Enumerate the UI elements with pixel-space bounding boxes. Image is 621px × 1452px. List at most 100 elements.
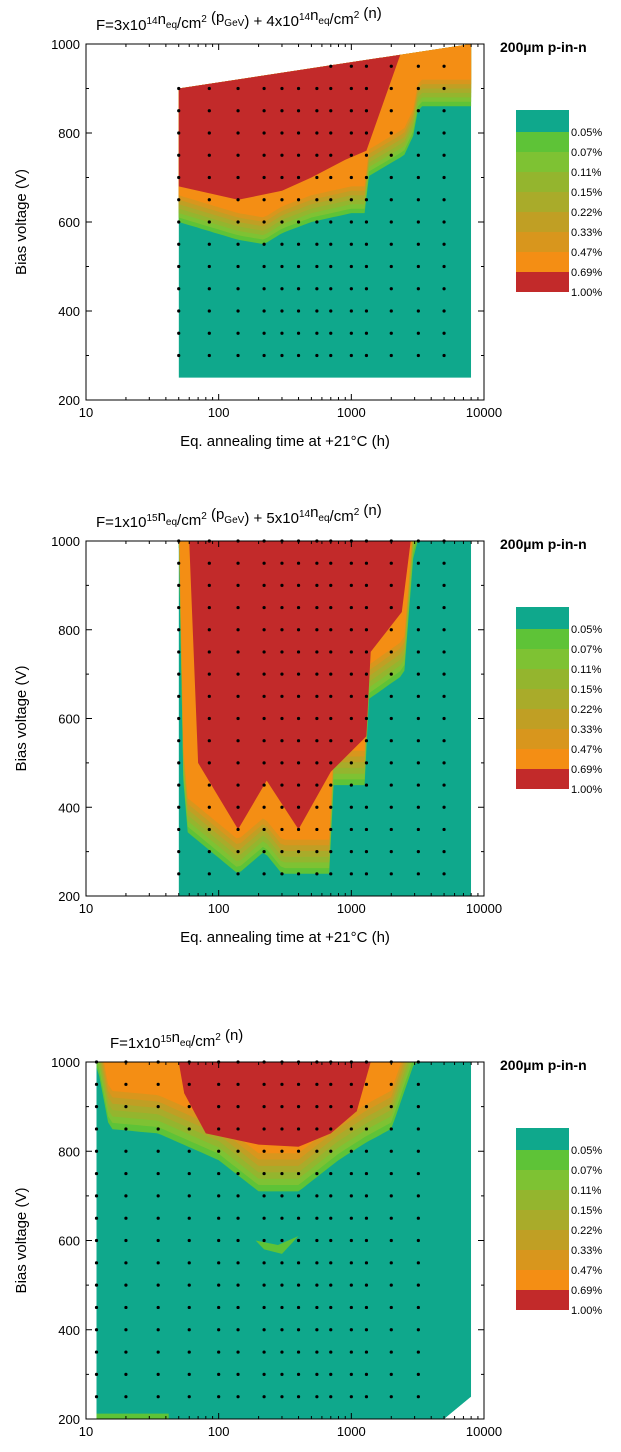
measurement-point bbox=[297, 717, 300, 720]
measurement-point bbox=[350, 1194, 353, 1197]
measurement-point bbox=[262, 154, 265, 157]
measurement-point bbox=[124, 1194, 127, 1197]
measurement-point bbox=[442, 65, 445, 68]
measurement-point bbox=[417, 1261, 420, 1264]
measurement-point bbox=[208, 154, 211, 157]
y-tick-label: 1000 bbox=[51, 534, 80, 549]
measurement-point bbox=[177, 850, 180, 853]
measurement-point bbox=[329, 717, 332, 720]
measurement-point bbox=[208, 628, 211, 631]
measurement-point bbox=[236, 287, 239, 290]
measurement-point bbox=[365, 783, 368, 786]
title-part: (n) bbox=[359, 502, 382, 519]
measurement-point bbox=[315, 1284, 318, 1287]
title-part: ) + 4x10 bbox=[244, 13, 299, 30]
measurement-point bbox=[417, 154, 420, 157]
measurement-point bbox=[297, 1194, 300, 1197]
measurement-point bbox=[442, 628, 445, 631]
legend-label: 0.69% bbox=[571, 1285, 602, 1297]
measurement-point bbox=[297, 243, 300, 246]
measurement-point bbox=[350, 220, 353, 223]
measurement-point bbox=[124, 1395, 127, 1398]
measurement-point bbox=[417, 584, 420, 587]
legend-label: 0.22% bbox=[571, 207, 602, 219]
measurement-point bbox=[236, 695, 239, 698]
measurement-point bbox=[95, 1284, 98, 1287]
measurement-point bbox=[365, 806, 368, 809]
measurement-point bbox=[365, 1373, 368, 1376]
measurement-point bbox=[390, 87, 393, 90]
legend-swatch bbox=[516, 1290, 569, 1310]
measurement-point bbox=[350, 1395, 353, 1398]
measurement-point bbox=[177, 562, 180, 565]
measurement-point bbox=[350, 332, 353, 335]
measurement-point bbox=[315, 606, 318, 609]
measurement-point bbox=[417, 332, 420, 335]
title-part: F=3x10 bbox=[96, 17, 146, 34]
measurement-point bbox=[280, 332, 283, 335]
legend-swatch bbox=[516, 649, 569, 669]
measurement-point bbox=[365, 1127, 368, 1130]
measurement-point bbox=[297, 1395, 300, 1398]
measurement-point bbox=[208, 220, 211, 223]
measurement-point bbox=[315, 220, 318, 223]
measurement-point bbox=[124, 1350, 127, 1353]
measurement-point bbox=[236, 243, 239, 246]
y-axis-label: Bias voltage (V) bbox=[13, 1188, 30, 1294]
measurement-point bbox=[297, 1172, 300, 1175]
measurement-point bbox=[188, 1172, 191, 1175]
measurement-point bbox=[297, 220, 300, 223]
measurement-point bbox=[280, 783, 283, 786]
measurement-point bbox=[329, 1150, 332, 1153]
measurement-point bbox=[208, 198, 211, 201]
measurement-point bbox=[390, 1350, 393, 1353]
measurement-point bbox=[350, 872, 353, 875]
measurement-point bbox=[442, 309, 445, 312]
measurement-point bbox=[297, 850, 300, 853]
measurement-point bbox=[280, 1150, 283, 1153]
legend-swatch bbox=[516, 152, 569, 172]
measurement-point bbox=[350, 806, 353, 809]
measurement-point bbox=[208, 131, 211, 134]
measurement-point bbox=[157, 1172, 160, 1175]
measurement-point bbox=[350, 1217, 353, 1220]
x-axis-label: Eq. annealing time at +21°C (h) bbox=[180, 433, 390, 450]
measurement-point bbox=[236, 761, 239, 764]
measurement-point bbox=[329, 1239, 332, 1242]
measurement-point bbox=[262, 354, 265, 357]
measurement-point bbox=[95, 1328, 98, 1331]
contour-patch-2 bbox=[97, 1414, 169, 1419]
measurement-point bbox=[442, 828, 445, 831]
legend-swatch bbox=[516, 607, 569, 629]
y-tick-label: 800 bbox=[58, 1144, 80, 1159]
chart-title: F=1x1015neq/cm2 (n) bbox=[110, 1027, 243, 1052]
measurement-point bbox=[157, 1239, 160, 1242]
measurement-point bbox=[297, 673, 300, 676]
measurement-point bbox=[390, 606, 393, 609]
measurement-point bbox=[236, 783, 239, 786]
title-part: 15 bbox=[146, 513, 158, 524]
measurement-point bbox=[442, 265, 445, 268]
measurement-point bbox=[390, 309, 393, 312]
measurement-point bbox=[236, 673, 239, 676]
measurement-point bbox=[262, 584, 265, 587]
measurement-point bbox=[95, 1194, 98, 1197]
measurement-point bbox=[297, 1350, 300, 1353]
measurement-point bbox=[297, 131, 300, 134]
title-part: n bbox=[310, 504, 318, 521]
measurement-point bbox=[350, 287, 353, 290]
measurement-point bbox=[280, 1395, 283, 1398]
measurement-point bbox=[365, 1172, 368, 1175]
measurement-point bbox=[442, 761, 445, 764]
measurement-point bbox=[188, 1150, 191, 1153]
measurement-point bbox=[417, 628, 420, 631]
measurement-point bbox=[417, 309, 420, 312]
measurement-point bbox=[262, 1284, 265, 1287]
measurement-point bbox=[390, 109, 393, 112]
measurement-point bbox=[124, 1150, 127, 1153]
measurement-point bbox=[329, 872, 332, 875]
x-tick-label: 1000 bbox=[337, 1424, 366, 1439]
measurement-point bbox=[297, 176, 300, 179]
measurement-point bbox=[442, 562, 445, 565]
measurement-point bbox=[365, 131, 368, 134]
